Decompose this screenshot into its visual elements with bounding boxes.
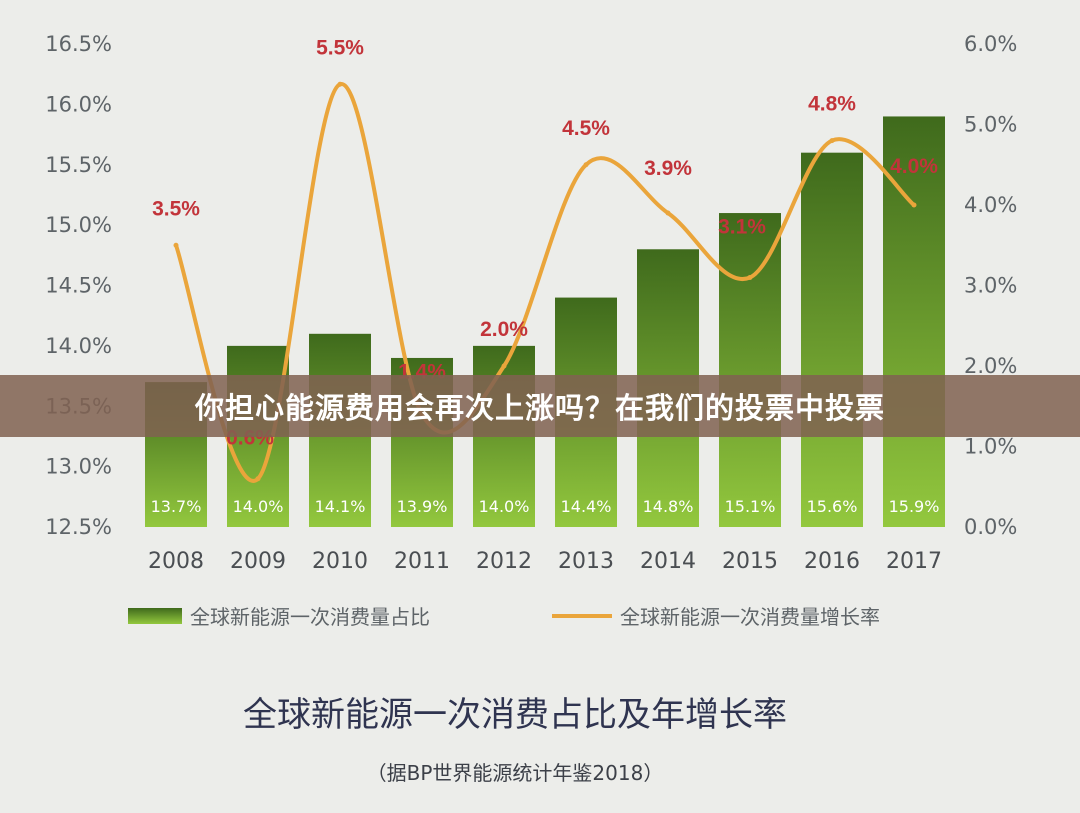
x-tick-label: 2010 (312, 549, 368, 574)
line-point (911, 202, 917, 208)
x-tick-label: 2011 (394, 549, 450, 574)
left-tick-label: 16.0% (45, 92, 112, 116)
x-tick-label: 2017 (886, 549, 942, 574)
line-point (665, 210, 671, 216)
right-tick-label: 5.0% (964, 113, 1017, 137)
right-tick-label: 6.0% (964, 32, 1017, 56)
line-point (829, 138, 835, 144)
left-tick-label: 13.0% (45, 455, 112, 479)
line-point (501, 363, 507, 369)
overlay-banner: 你担心能源费用会再次上涨吗？在我们的投票中投票 (0, 375, 1080, 437)
bar-value-label: 14.4% (561, 497, 612, 516)
legend-bar-label: 全球新能源一次消费量占比 (190, 605, 430, 629)
right-tick-label: 0.0% (964, 515, 1017, 539)
bar-value-label: 13.9% (397, 497, 448, 516)
x-axis: 2008 2009 2010 2011 2012 2013 2014 2015 2016 2017 (148, 549, 942, 574)
legend-line-label: 全球新能源一次消费量增长率 (620, 605, 880, 629)
left-tick-label: 14.5% (45, 274, 112, 298)
line-value-label: 4.5% (562, 117, 610, 140)
legend: 全球新能源一次消费量占比 全球新能源一次消费量增长率 (128, 605, 880, 629)
left-tick-label: 12.5% (45, 515, 112, 539)
legend-item-bar: 全球新能源一次消费量占比 (128, 605, 430, 629)
line-value-label: 2.0% (480, 318, 528, 341)
bar-value-label: 15.1% (725, 497, 776, 516)
bar (883, 116, 945, 527)
right-tick-label: 1.0% (964, 435, 1017, 459)
right-y-axis: 0.0% 1.0% 2.0% 3.0% 4.0% 5.0% 6.0% (964, 32, 1017, 539)
bar-value-label: 14.8% (643, 497, 694, 516)
bar-value-label: 13.7% (151, 497, 202, 516)
line-value-label: 3.5% (152, 197, 200, 220)
x-tick-label: 2008 (148, 549, 204, 574)
left-tick-label: 15.5% (45, 153, 112, 177)
line-point (337, 81, 343, 87)
left-tick-label: 15.0% (45, 213, 112, 237)
line-point (255, 476, 261, 482)
left-tick-label: 14.0% (45, 334, 112, 358)
x-tick-label: 2012 (476, 549, 532, 574)
bar-value-label: 14.0% (233, 497, 284, 516)
line-value-label: 5.5% (316, 36, 364, 59)
x-tick-label: 2016 (804, 549, 860, 574)
x-tick-label: 2014 (640, 549, 696, 574)
legend-item-line: 全球新能源一次消费量增长率 (552, 605, 880, 629)
bar (801, 152, 863, 528)
x-tick-label: 2013 (558, 549, 614, 574)
right-tick-label: 4.0% (964, 193, 1017, 217)
line-point (747, 274, 753, 280)
legend-bar-swatch (128, 608, 182, 624)
left-tick-label: 16.5% (45, 32, 112, 56)
right-tick-label: 3.0% (964, 274, 1017, 298)
line-point (173, 242, 179, 248)
bar (719, 213, 781, 528)
chart-subtitle: （据BP世界能源统计年鉴2018） (367, 761, 664, 785)
line-value-label: 4.8% (808, 93, 856, 116)
line-value-label: 3.1% (718, 215, 766, 238)
banner-text: 你担心能源费用会再次上涨吗？在我们的投票中投票 (194, 391, 885, 425)
chart-title: 全球新能源一次消费占比及年增长率 (243, 695, 787, 735)
line-point (583, 162, 589, 168)
line-value-label: 3.9% (644, 157, 692, 180)
left-y-axis: 12.5%13.0%13.5%14.0%14.5%15.0%15.5%16.0%… (45, 32, 112, 539)
x-tick-label: 2015 (722, 549, 778, 574)
x-tick-label: 2009 (230, 549, 286, 574)
right-tick-label: 2.0% (964, 354, 1017, 378)
bar-value-label: 15.6% (807, 497, 858, 516)
bar-value-label: 15.9% (889, 497, 940, 516)
bar-value-label: 14.0% (479, 497, 530, 516)
line-value-label: 4.0% (890, 155, 938, 178)
bar-value-label: 14.1% (315, 497, 366, 516)
